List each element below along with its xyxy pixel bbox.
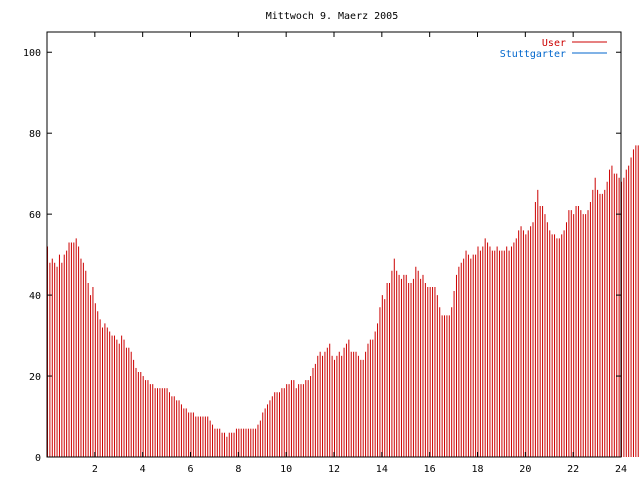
x-tick-label: 10 — [280, 464, 292, 475]
x-tick-label: 20 — [519, 464, 531, 475]
x-axis-ticks: 2 4 6 8 10 12 14 16 18 20 22 24 — [92, 32, 627, 475]
bar-group — [47, 145, 639, 457]
y-tick-label: 60 — [29, 210, 41, 221]
y-tick-label: 100 — [23, 48, 41, 59]
x-tick-label: 12 — [328, 464, 340, 475]
x-tick-label: 24 — [615, 464, 627, 475]
x-tick-label: 4 — [140, 464, 146, 475]
y-tick-label: 0 — [35, 453, 41, 464]
x-tick-label: 18 — [471, 464, 483, 475]
plot-frame — [46, 31, 622, 458]
x-tick-label: 16 — [424, 464, 436, 475]
y-tick-label: 20 — [29, 372, 41, 383]
y-tick-label: 40 — [29, 291, 41, 302]
x-tick-label: 6 — [187, 464, 193, 475]
legend-label-user: User — [542, 38, 566, 49]
legend: User Stuttgarter — [500, 38, 607, 60]
y-tick-label: 80 — [29, 129, 41, 140]
chart-title: Mittwoch 9. Maerz 2005 — [266, 11, 398, 22]
x-tick-label: 8 — [235, 464, 241, 475]
legend-label-stuttgarter: Stuttgarter — [500, 49, 566, 60]
x-tick-label: 22 — [567, 464, 579, 475]
x-tick-label: 14 — [376, 464, 388, 475]
x-tick-label: 2 — [92, 464, 98, 475]
